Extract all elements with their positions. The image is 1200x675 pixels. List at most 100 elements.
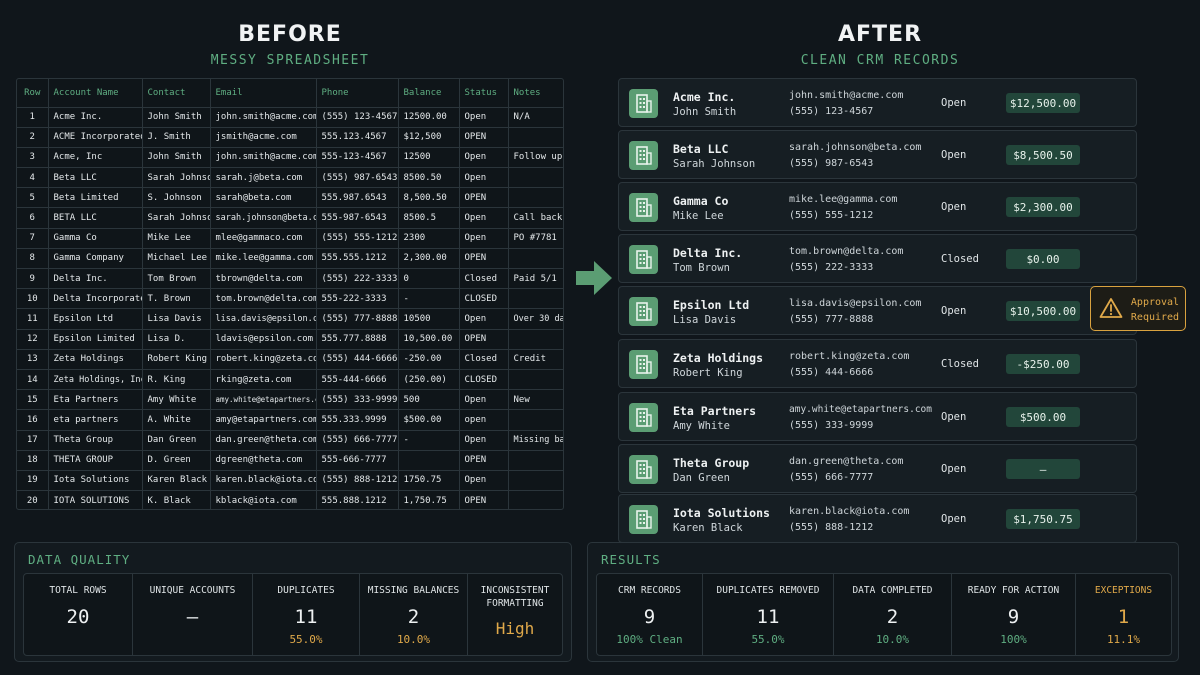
table-cell: (555) 666-7777: [316, 430, 399, 451]
table-cell: [508, 369, 563, 391]
table-cell: 7: [17, 228, 49, 249]
table-cell: 8,500.50: [398, 187, 460, 209]
spreadsheet-table: Row Account Name Contact Email Phone Balance S…: [17, 79, 563, 509]
table-cell: 555.777.8888: [316, 329, 399, 350]
record-email: john.smith@acme.com: [789, 90, 904, 101]
table-cell: 2300: [398, 228, 460, 249]
table-cell: BETA LLC: [48, 207, 143, 229]
record-contact: Sarah Johnson: [673, 158, 756, 170]
table-cell: $12,500: [398, 127, 460, 148]
table-cell: sarah.j@beta.com: [210, 167, 317, 189]
stat-sub: 10.0%: [875, 633, 910, 646]
table-cell: [508, 329, 563, 350]
data-quality-stat: DUPLICATES 11 55.0%: [253, 574, 360, 655]
table-cell: Amy White: [142, 389, 211, 411]
record-balance: $10,500.00: [1006, 301, 1080, 321]
table-cell: (555) 333-9999: [316, 389, 399, 411]
table-cell: 555.888.1212: [316, 490, 399, 509]
after-title: AFTER: [837, 22, 923, 47]
table-cell: Mike Lee: [142, 228, 211, 249]
table-cell: 555.333.9999: [316, 409, 399, 431]
table-cell: karen.black@iota.com: [210, 470, 317, 492]
table-cell: Open: [459, 430, 509, 451]
table-cell: [508, 288, 563, 310]
table-cell: Open: [459, 147, 509, 169]
record-contact: Lisa Davis: [673, 314, 737, 326]
stat-value: 2: [407, 606, 420, 628]
table-cell: 555-987-6543: [316, 207, 399, 229]
stat-value: 1: [1117, 606, 1130, 628]
crm-record-card[interactable]: Delta Inc. Tom Brown tom.brown@delta.com (5…: [618, 234, 1137, 283]
table-cell: 10: [17, 288, 49, 310]
crm-record-card[interactable]: Iota Solutions Karen Black karen.black@iot…: [618, 494, 1137, 543]
table-cell: Acme Inc.: [48, 107, 143, 128]
table-row: 10 Delta Incorporated T. Brown tom.brown@de…: [17, 288, 563, 310]
crm-record-card[interactable]: Gamma Co Mike Lee mike.lee@gamma.com (555) …: [618, 182, 1137, 231]
crm-record-card[interactable]: Epsilon Ltd Lisa Davis lisa.davis@epsilon.…: [618, 286, 1137, 335]
table-cell: CLOSED: [459, 288, 509, 310]
table-cell: PO #7781: [508, 228, 563, 249]
column-header: Email: [210, 79, 317, 108]
building-icon: [629, 455, 658, 484]
table-cell: Epsilon Ltd: [48, 308, 143, 330]
crm-record-card[interactable]: Theta Group Dan Green dan.green@theta.com (…: [618, 444, 1137, 493]
table-cell: 2,300.00: [398, 248, 460, 270]
building-icon: [629, 350, 658, 379]
table-cell: 15: [17, 389, 49, 411]
table-cell: dan.green@theta.com: [210, 430, 317, 451]
column-header: Balance: [398, 79, 460, 108]
table-row: 16 eta partners A. White amy@etapartners.c…: [17, 409, 563, 431]
approval-required-badge[interactable]: Approval Required: [1090, 286, 1186, 331]
data-quality-stat: UNIQUE ACCOUNTS —: [133, 574, 253, 655]
stat-value: 11: [294, 606, 318, 628]
table-cell: Iota Solutions: [48, 470, 143, 492]
crm-record-card[interactable]: Beta LLC Sarah Johnson sarah.johnson@beta.…: [618, 130, 1137, 179]
table-cell: Credit: [508, 349, 563, 370]
table-cell: Zeta Holdings, Inc.: [48, 369, 143, 391]
table-cell: mlee@gammaco.com: [210, 228, 317, 249]
table-cell: 555-444-6666: [316, 369, 399, 391]
table-cell: (555) 777-8888: [316, 308, 399, 330]
record-phone: (555) 888-1212: [789, 522, 874, 533]
record-email: lisa.davis@epsilon.com: [789, 298, 922, 309]
table-row: 18 THETA GROUP D. Green dgreen@theta.com 555…: [17, 450, 563, 471]
table-cell: 14: [17, 369, 49, 391]
results-stat: DATA COMPLETED 2 10.0%: [834, 574, 952, 655]
table-cell: 12: [17, 329, 49, 350]
crm-record-card[interactable]: Acme Inc. John Smith john.smith@acme.com (5…: [618, 78, 1137, 127]
table-cell: 555-222-3333: [316, 288, 399, 310]
before-heading: BEFORE MESSY SPREADSHEET: [16, 22, 564, 68]
record-balance: $1,750.75: [1006, 509, 1080, 529]
table-cell: Open: [459, 470, 509, 492]
table-row: 15 Eta Partners Amy White amy.white@etapart…: [17, 389, 563, 411]
stat-label: DUPLICATES REMOVED: [716, 585, 820, 596]
table-cell: john.smith@acme.com: [210, 147, 317, 169]
table-row: 7 Gamma Co Mike Lee mlee@gammaco.com (555) 5…: [17, 228, 563, 249]
stat-sub: 55.0%: [751, 633, 785, 646]
record-contact: Mike Lee: [673, 210, 724, 222]
crm-record-card[interactable]: Eta Partners Amy White amy.white@etapartne…: [618, 392, 1137, 441]
table-cell: IOTA SOLUTIONS: [48, 490, 143, 509]
table-cell: Gamma Co: [48, 228, 143, 249]
table-cell: ldavis@epsilon.com: [210, 329, 317, 350]
record-balance: $8,500.50: [1006, 145, 1080, 165]
results-panel: RESULTS CRM RECORDS 9 100% Clean DUPLICATES…: [587, 542, 1179, 662]
table-cell: (555) 888-1212: [316, 470, 399, 492]
table-cell: 13: [17, 349, 49, 370]
stat-value: 11: [756, 606, 780, 628]
table-cell: J. Smith: [142, 127, 211, 148]
record-account-name: Zeta Holdings: [673, 351, 764, 365]
table-cell: 12500.00: [398, 107, 460, 128]
crm-record-card[interactable]: Zeta Holdings Robert King robert.king@zeta…: [618, 339, 1137, 388]
table-cell: OPEN: [459, 490, 509, 509]
table-cell: 4: [17, 167, 49, 189]
table-cell: -: [398, 430, 460, 451]
table-cell: sarah@beta.com: [210, 187, 317, 209]
table-cell: 500: [398, 389, 460, 411]
results-stat: DUPLICATES REMOVED 11 55.0%: [703, 574, 834, 655]
table-cell: Tom Brown: [142, 268, 211, 290]
stat-sub: 11.1%: [1106, 633, 1141, 646]
table-cell: rking@zeta.com: [210, 369, 317, 391]
table-cell: Epsilon Limited: [48, 329, 143, 350]
